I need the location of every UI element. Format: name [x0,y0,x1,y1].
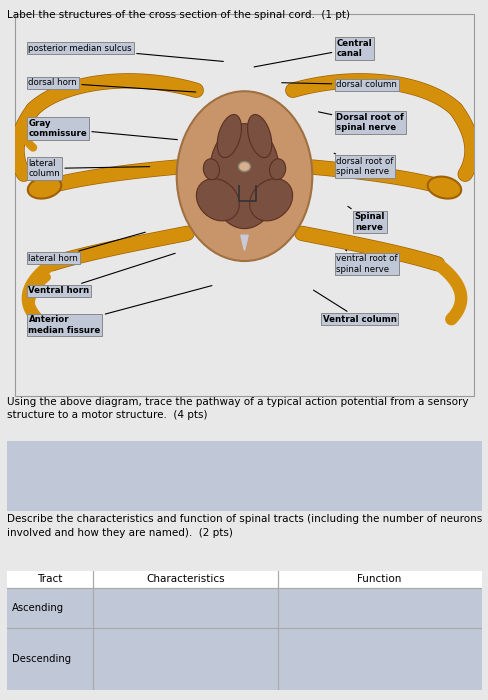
Text: Ascending: Ascending [12,603,64,613]
Text: Using the above diagram, trace the pathway of a typical action potential from a : Using the above diagram, trace the pathw… [7,397,468,420]
Ellipse shape [176,91,312,261]
Text: Describe the characteristics and function of spinal tracts (including the number: Describe the characteristics and functio… [7,514,482,538]
Text: posterior median sulcus: posterior median sulcus [28,44,223,62]
Text: Label the structures of the cross section of the spinal cord.  (1 pt): Label the structures of the cross sectio… [7,10,349,20]
Bar [7,628,481,690]
Polygon shape [240,235,248,251]
Text: ventral root of
spinal nerve: ventral root of spinal nerve [336,250,397,274]
Text: Anterior
median fissure: Anterior median fissure [28,286,211,335]
Text: dorsal column: dorsal column [281,80,396,89]
Ellipse shape [247,115,271,158]
Ellipse shape [427,176,460,199]
Ellipse shape [203,159,219,180]
Ellipse shape [208,124,280,229]
Text: Gray
commissure: Gray commissure [28,119,177,139]
Text: Dorsal root of
spinal nerve: Dorsal root of spinal nerve [318,112,404,132]
Bar [7,570,481,588]
Text: lateral horn: lateral horn [28,232,145,262]
Text: Spinal
nerve: Spinal nerve [347,206,385,232]
Bar [7,588,481,628]
Ellipse shape [249,178,292,221]
Circle shape [238,162,250,172]
Text: Tract: Tract [37,575,62,584]
Text: Ventral column: Ventral column [313,290,396,323]
Text: Function: Function [357,575,401,584]
Ellipse shape [196,178,239,221]
Text: dorsal root of
spinal nerve: dorsal root of spinal nerve [333,153,393,176]
Text: Characteristics: Characteristics [145,575,224,584]
Ellipse shape [217,115,241,158]
Ellipse shape [28,176,61,199]
Text: Central
canal: Central canal [254,38,371,67]
Text: dorsal horn: dorsal horn [28,78,195,92]
Text: lateral
column: lateral column [28,159,149,178]
Ellipse shape [269,159,285,180]
Text: Ventral horn: Ventral horn [28,253,175,295]
Text: Descending: Descending [12,654,71,664]
